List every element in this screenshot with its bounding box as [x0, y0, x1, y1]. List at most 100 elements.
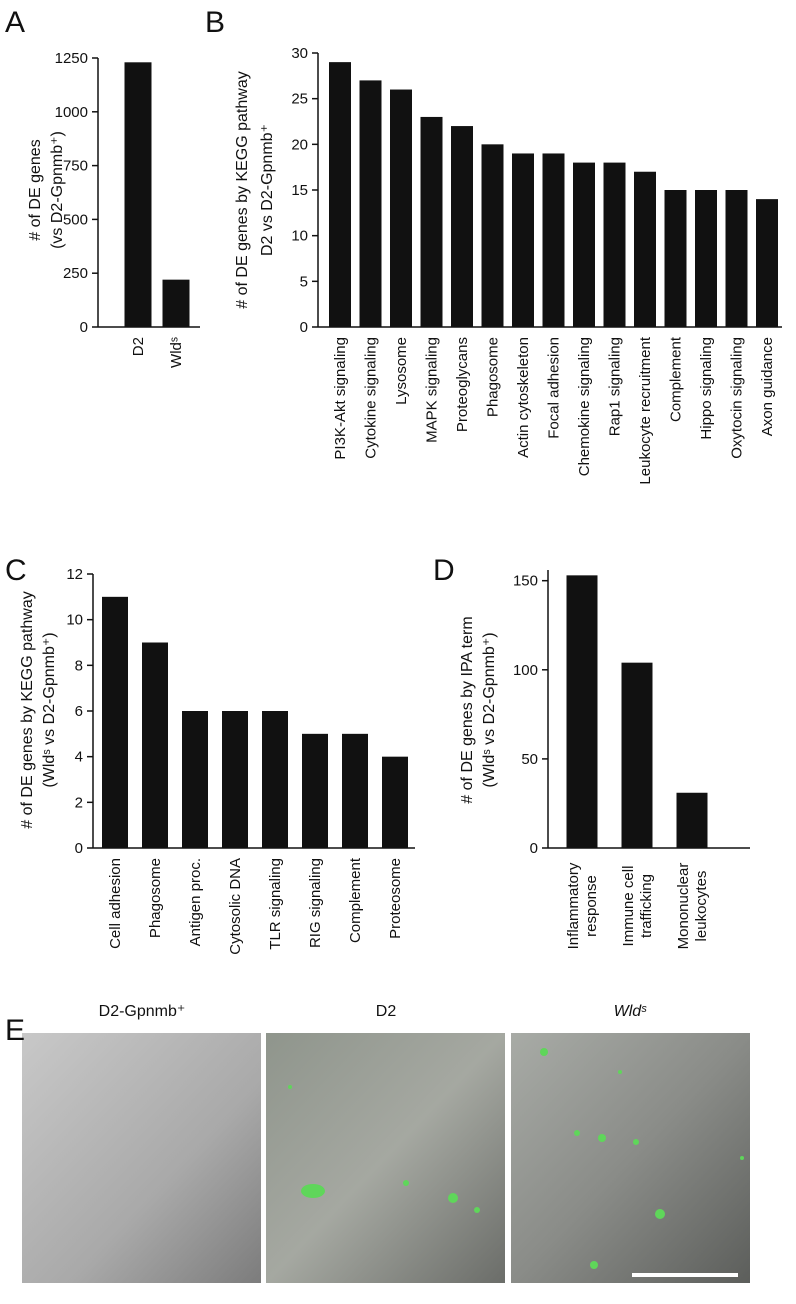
x-tick-label: Inflammatory — [565, 862, 582, 949]
y-tick-label: 1000 — [55, 104, 88, 121]
y-axis-label: D2 vs D2-Gpnmb⁺ — [259, 124, 276, 256]
y-tick-label: 500 — [63, 211, 88, 228]
y-tick-label: 250 — [63, 265, 88, 282]
panel-letter: B — [205, 6, 225, 39]
bar — [566, 575, 598, 848]
x-tick-label: Antigen proc. — [187, 858, 204, 946]
bar — [451, 126, 473, 327]
x-tick-label: Cytosolic DNA — [227, 858, 244, 955]
bar — [420, 116, 443, 327]
bar — [124, 62, 152, 327]
panel-letter: A — [5, 6, 25, 39]
bar — [142, 642, 168, 848]
x-tick-label: Oxytocin signaling — [729, 337, 746, 459]
y-tick-label: 15 — [291, 182, 308, 199]
bar — [512, 153, 534, 327]
x-tick-label: Wldˢ — [168, 337, 185, 368]
bar — [481, 144, 504, 327]
x-tick-label: response — [583, 875, 600, 937]
bar — [542, 153, 565, 327]
bar — [329, 62, 351, 328]
y-tick-label: 5 — [300, 273, 308, 290]
bar — [222, 711, 248, 848]
bar — [756, 199, 778, 327]
bar — [359, 80, 382, 328]
panel-letter: C — [5, 554, 27, 587]
y-tick-label: 1250 — [55, 50, 88, 67]
x-tick-label: trafficking — [638, 874, 655, 938]
y-tick-label: 30 — [291, 45, 308, 62]
y-tick-label: 0 — [530, 840, 538, 857]
bar — [725, 190, 748, 327]
y-tick-label: 20 — [291, 136, 308, 153]
micrograph — [511, 1033, 750, 1283]
y-axis-label: (vs D2-Gpnmb⁺) — [49, 131, 66, 249]
bar — [664, 190, 687, 327]
x-tick-label: Cell adhesion — [107, 858, 124, 949]
image-caption: D2-Gpnmb⁺ — [99, 1003, 186, 1020]
y-tick-label: 100 — [513, 662, 538, 679]
x-tick-label: Focal adhesion — [546, 337, 563, 439]
y-tick-label: 8 — [75, 657, 83, 674]
bar — [695, 190, 717, 327]
x-tick-label: Axon guidance — [759, 337, 776, 436]
bar — [102, 596, 128, 848]
micrograph-images — [22, 1033, 750, 1283]
x-tick-label: Complement — [668, 336, 685, 422]
bar — [382, 756, 408, 848]
bar — [573, 162, 595, 327]
y-tick-label: 6 — [75, 703, 83, 720]
x-tick-label: Chemokine signaling — [576, 337, 593, 476]
x-tick-label: TLR signaling — [267, 858, 284, 950]
x-tick-label: Complement — [347, 857, 364, 943]
y-axis-label: (Wldˢ vs D2-Gpnmb⁺) — [41, 632, 58, 787]
micrograph — [22, 1033, 261, 1283]
bar — [676, 792, 708, 848]
x-tick-label: D2 — [130, 337, 147, 356]
bar — [621, 662, 653, 848]
x-tick-label: RIG signaling — [307, 858, 324, 948]
x-tick-label: PI3K-Akt signaling — [332, 337, 349, 460]
x-tick-label: Lysosome — [393, 337, 410, 405]
x-tick-label: Proteoglycans — [454, 337, 471, 432]
y-tick-label: 25 — [291, 91, 308, 108]
x-tick-label: Immune cell — [620, 866, 637, 947]
bar — [634, 171, 656, 327]
y-tick-label: 10 — [66, 612, 83, 629]
image-caption: D2 — [376, 1003, 397, 1020]
y-tick-label: 50 — [521, 751, 538, 768]
y-tick-label: 0 — [80, 319, 88, 336]
x-tick-label: Actin cytoskeleton — [515, 337, 532, 458]
x-tick-label: Rap1 signaling — [607, 337, 624, 436]
image-caption: Wldˢ — [614, 1003, 648, 1020]
x-tick-label: Leukocyte recruitment — [637, 336, 654, 484]
y-tick-label: 150 — [513, 573, 538, 590]
y-tick-label: 2 — [75, 794, 83, 811]
y-axis-label: # of DE genes by IPA term — [459, 616, 476, 803]
x-tick-label: Hippo signaling — [698, 337, 715, 440]
bar — [262, 711, 288, 848]
green-spots — [288, 1048, 744, 1269]
x-tick-label: leukocytes — [693, 871, 710, 942]
bar — [302, 733, 328, 848]
bar — [342, 733, 368, 848]
x-tick-label: MAPK signaling — [424, 337, 441, 443]
y-axis-label: (Wldˢ vs D2-Gpnmb⁺) — [481, 632, 498, 787]
panel-letter: E — [5, 1014, 25, 1047]
y-tick-label: 0 — [300, 319, 308, 336]
y-tick-label: 4 — [75, 749, 83, 766]
y-tick-label: 12 — [66, 566, 83, 583]
x-tick-label: Mononuclear — [675, 863, 692, 950]
x-tick-label: Proteosome — [387, 858, 404, 939]
y-tick-label: 0 — [75, 840, 83, 857]
bar — [162, 279, 190, 327]
y-tick-label: 10 — [291, 228, 308, 245]
bar — [390, 89, 412, 328]
panel-letter: D — [433, 554, 455, 587]
bar — [603, 162, 626, 327]
y-tick-label: 750 — [63, 158, 88, 175]
y-axis-label: # of DE genes — [27, 139, 44, 240]
micrograph — [266, 1033, 505, 1283]
y-axis-label: # of DE genes by KEGG pathway — [234, 71, 251, 308]
